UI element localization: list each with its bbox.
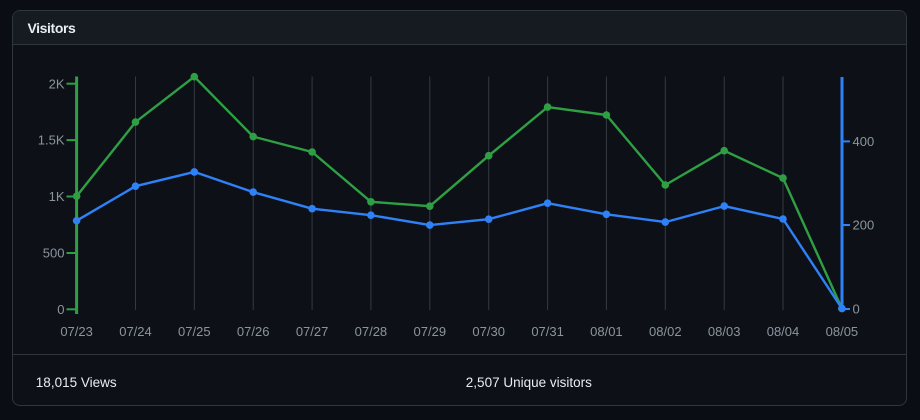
svg-text:07/24: 07/24 — [119, 324, 152, 339]
svg-text:08/04: 08/04 — [767, 324, 800, 339]
svg-text:0: 0 — [57, 302, 64, 317]
svg-text:1.5K: 1.5K — [38, 133, 65, 148]
svg-text:0: 0 — [853, 302, 860, 317]
svg-text:07/30: 07/30 — [472, 324, 505, 339]
svg-text:08/05: 08/05 — [826, 324, 859, 339]
svg-text:500: 500 — [43, 246, 65, 261]
svg-text:07/31: 07/31 — [531, 324, 564, 339]
svg-text:07/25: 07/25 — [178, 324, 211, 339]
svg-text:2K: 2K — [49, 76, 65, 91]
svg-text:07/23: 07/23 — [60, 324, 93, 339]
svg-text:400: 400 — [853, 134, 875, 149]
svg-text:1K: 1K — [49, 189, 65, 204]
svg-text:07/28: 07/28 — [355, 324, 388, 339]
svg-text:07/29: 07/29 — [414, 324, 447, 339]
svg-text:07/26: 07/26 — [237, 324, 270, 339]
svg-text:08/01: 08/01 — [590, 324, 623, 339]
svg-text:08/02: 08/02 — [649, 324, 682, 339]
svg-text:08/03: 08/03 — [708, 324, 741, 339]
svg-text:07/27: 07/27 — [296, 324, 329, 339]
svg-text:200: 200 — [853, 218, 875, 233]
